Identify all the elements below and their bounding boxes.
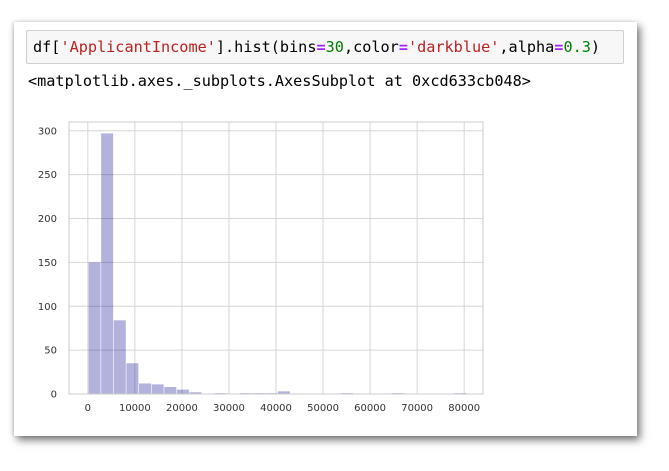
x-tick-label: 30000 <box>213 403 245 414</box>
x-tick-label: 60000 <box>354 403 386 414</box>
histogram-bar <box>164 386 177 394</box>
x-tick-label: 20000 <box>166 403 198 414</box>
histogram-bar <box>189 392 202 394</box>
code-token-string: 'ApplicantIncome' <box>60 38 216 56</box>
histogram-bar <box>126 363 139 394</box>
code-token-operator: = <box>398 38 408 56</box>
y-tick-label: 50 <box>44 346 57 357</box>
code-token: ,alpha <box>499 38 555 56</box>
x-tick-label: 50000 <box>307 403 339 414</box>
code-token-operator: = <box>554 38 564 56</box>
x-tick-label: 40000 <box>260 403 292 414</box>
histogram-bar <box>277 391 290 394</box>
histogram-chart: 0 10000 20000 30000 40000 50000 60000 70000 8000… <box>38 121 484 414</box>
histogram-bar <box>139 383 152 394</box>
plot-frame <box>68 121 484 395</box>
histogram-bar <box>113 320 126 394</box>
code-input[interactable]: df['ApplicantIncome'].hist(bins=30,color… <box>26 30 624 64</box>
x-tick-label: 0 <box>85 403 91 414</box>
output-repr-text: <matplotlib.axes._subplots.AxesSubplot a… <box>28 72 531 90</box>
y-tick-label: 0 <box>51 390 57 401</box>
histogram-bar <box>101 133 114 395</box>
histogram-bar <box>176 389 189 394</box>
code-token-string: 'darkblue' <box>407 38 500 56</box>
code-token-number: 0.3 <box>563 38 591 56</box>
y-tick-label: 150 <box>38 258 57 269</box>
code-token: df[ <box>33 38 61 56</box>
y-tick-label: 200 <box>38 214 57 225</box>
x-tick-label: 70000 <box>401 403 433 414</box>
code-token: ,color <box>343 38 399 56</box>
y-tick-label: 100 <box>38 302 57 313</box>
y-tick-label: 250 <box>38 170 57 181</box>
x-tick-label: 10000 <box>119 403 151 414</box>
y-tick-label: 300 <box>38 126 57 137</box>
x-tick-label: 80000 <box>448 403 480 414</box>
histogram-bar <box>151 384 164 394</box>
histogram-bar <box>88 262 101 394</box>
notebook-cell: df['ApplicantIncome'].hist(bins=30,color… <box>14 22 637 436</box>
code-token: ].hist(bins <box>215 38 317 56</box>
code-token-number: 30 <box>325 38 344 56</box>
code-token-operator: = <box>316 38 326 56</box>
code-token: ) <box>590 38 601 56</box>
